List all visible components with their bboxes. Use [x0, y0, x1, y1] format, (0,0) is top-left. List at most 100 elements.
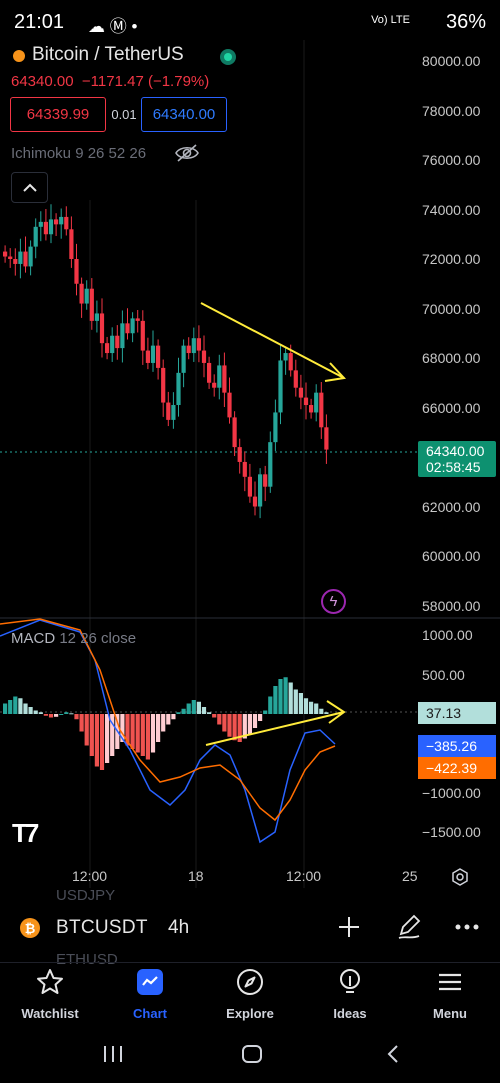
macd-histogram-bar: [28, 707, 33, 714]
price-axis-label: 60000.00: [422, 548, 481, 564]
symbol-selector[interactable]: BTCUSDT: [56, 917, 148, 938]
macd-histogram-bar: [288, 682, 293, 714]
trend-arrow-price: [200, 302, 347, 382]
macd-histogram-bar: [69, 713, 74, 715]
candle-body: [54, 219, 59, 225]
time-label-3: 12:00: [286, 868, 322, 884]
buy-button[interactable]: 64340.00: [141, 97, 227, 132]
notification-icons: ☁ Ⓜ •: [88, 17, 138, 36]
nav-menu[interactable]: Menu: [400, 967, 500, 1021]
interval-selector[interactable]: 4h: [168, 917, 190, 938]
macd-histogram-bar: [18, 698, 23, 714]
candle-body: [59, 216, 64, 225]
indicator-label[interactable]: Ichimoku 9 26 52 26: [11, 145, 147, 162]
candle-body: [252, 496, 258, 507]
ghost-symbol-1: USDJPY: [56, 887, 116, 904]
macd-params: 12 26 close: [59, 630, 137, 647]
candle-body: [156, 345, 161, 368]
macd-axis-label: 1000.00: [422, 627, 473, 643]
hamburger-icon: [439, 973, 461, 991]
candle-body: [247, 476, 252, 497]
macd-histogram-bar: [171, 714, 176, 720]
macd-histogram-bar: [278, 679, 283, 714]
candle-body: [84, 288, 89, 304]
candle-body: [33, 226, 38, 247]
candle-body: [176, 372, 181, 406]
bottom-toolbar: [0, 904, 500, 962]
macd-histogram-bar: [48, 714, 54, 718]
candle-body: [135, 318, 140, 321]
price-change-line: 64340.00 −1171.47 (−1.79%): [11, 73, 209, 90]
ghost-symbol-2: ETHUSD: [56, 951, 118, 968]
candle-body: [13, 259, 18, 264]
macd-histogram-bar: [176, 712, 181, 714]
macd-histogram: [3, 677, 329, 770]
macd-histogram-bar: [298, 693, 303, 714]
chart-settings-icon[interactable]: [450, 867, 470, 887]
time-label-1: 12:00: [72, 868, 108, 884]
price-chart[interactable]: [0, 0, 500, 904]
macd-histogram-bar: [273, 686, 278, 714]
macd-hist-tag: 37.13: [418, 702, 496, 724]
spread-value: 0.01: [111, 107, 137, 122]
home-icon[interactable]: [241, 1044, 263, 1064]
back-icon[interactable]: [386, 1044, 400, 1064]
macd-histogram-bar: [309, 701, 314, 714]
macd-histogram-bar: [268, 696, 273, 714]
macd-line: [0, 619, 336, 844]
lightning-icon[interactable]: ϟ: [321, 589, 346, 614]
candle-body: [263, 474, 268, 487]
nav-ideas[interactable]: Ideas: [300, 967, 400, 1021]
battery-level: 36%: [445, 11, 486, 33]
macd-histogram-bar: [13, 696, 18, 714]
trend-arrow-macd: [205, 700, 346, 746]
drawing-pen-icon[interactable]: [395, 912, 423, 940]
macd-histogram-bar: [191, 700, 196, 714]
macd-histogram-bar: [38, 712, 43, 714]
macd-histogram-bar: [263, 710, 268, 714]
candle-body: [3, 251, 8, 257]
lightbulb-icon: [340, 969, 360, 993]
macd-legend[interactable]: MACD 12 26 close: [11, 630, 136, 647]
sell-button[interactable]: 64339.99: [10, 97, 106, 132]
macd-histogram-bar: [130, 714, 135, 749]
macd-histogram-bar: [110, 714, 115, 756]
candle-body: [110, 335, 115, 354]
nav-chart[interactable]: Chart: [100, 967, 200, 1021]
macd-histogram-bar: [303, 698, 309, 714]
symbol-title[interactable]: Bitcoin / TetherUS: [32, 44, 184, 65]
macd-histogram-bar: [74, 714, 79, 720]
macd-histogram-bar: [125, 714, 130, 746]
macd-histogram-bar: [54, 714, 59, 717]
macd-histogram-bar: [99, 714, 105, 770]
price-axis-label: 74000.00: [422, 201, 481, 218]
more-icon[interactable]: [455, 924, 479, 930]
candle-body: [89, 288, 94, 321]
plus-icon[interactable]: [338, 916, 360, 938]
candle-body: [23, 251, 28, 267]
candle-body: [94, 313, 99, 321]
nav-explore[interactable]: Explore: [200, 967, 300, 1021]
nav-label-menu: Menu: [433, 1006, 467, 1021]
candle-body: [8, 256, 13, 259]
status-bar: 21:01 ☁ Ⓜ • Vo) LTE 36%: [0, 0, 500, 44]
price-axis-label: 68000.00: [422, 350, 481, 366]
macd-histogram-bar: [43, 714, 48, 716]
recent-apps-icon[interactable]: [103, 1045, 123, 1063]
candlestick-series: [3, 204, 329, 519]
macd-histogram-bar: [161, 714, 166, 732]
candle-body: [237, 447, 242, 462]
candle-body: [309, 405, 314, 413]
candle-body: [298, 387, 303, 398]
nav-label-explore: Explore: [226, 1006, 274, 1021]
collapse-button[interactable]: [11, 172, 48, 203]
macd-histogram-bar: [319, 708, 324, 714]
macd-histogram-bar: [84, 714, 89, 746]
candle-body: [242, 461, 247, 477]
candle-body: [125, 323, 130, 334]
eye-off-icon[interactable]: [174, 143, 200, 163]
system-nav-bar: [0, 1022, 500, 1083]
nav-watchlist[interactable]: Watchlist: [0, 967, 100, 1021]
time-label-2: 18: [188, 868, 204, 884]
last-price-tag: 64340.00 02:58:45: [418, 441, 496, 477]
